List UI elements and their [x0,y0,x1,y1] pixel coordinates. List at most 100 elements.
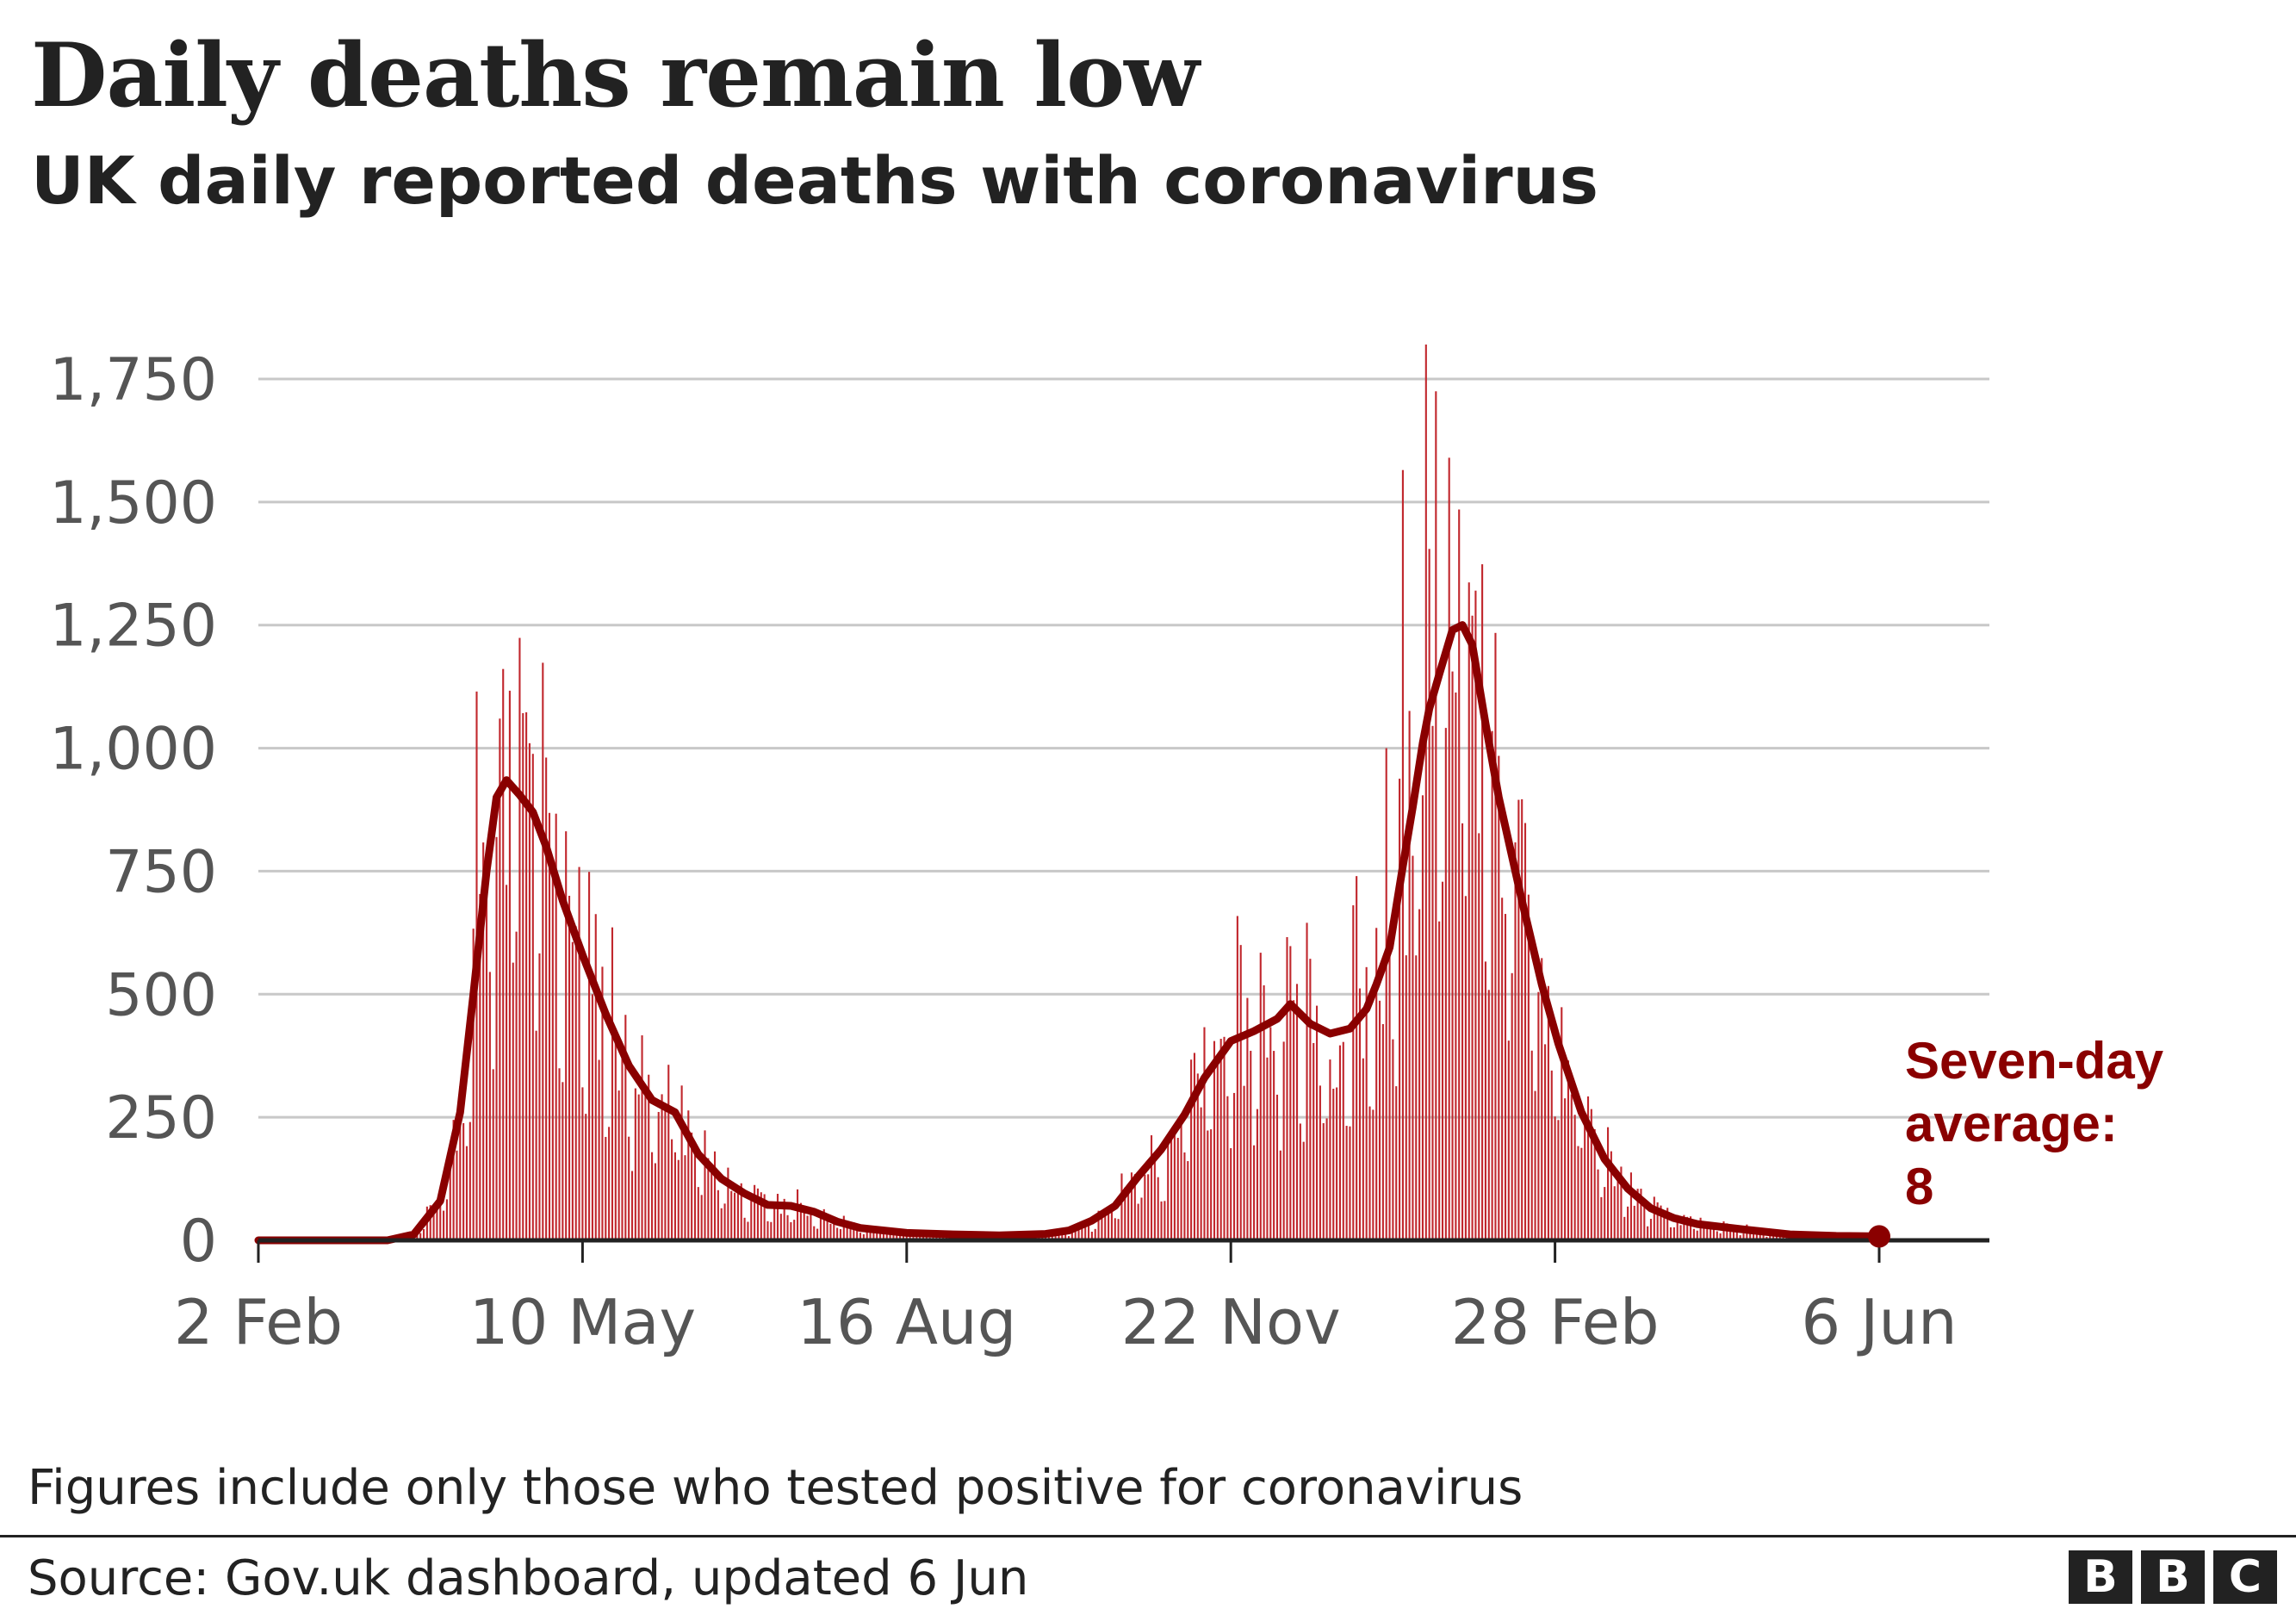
daily-bar [1573,1115,1576,1240]
daily-bar [1755,1231,1758,1240]
daily-bar [1703,1223,1705,1240]
daily-bar [750,1199,753,1240]
daily-bar [429,1205,431,1240]
daily-bar [1203,1027,1206,1240]
y-tick-label: 500 [105,961,217,1029]
daily-bar [711,1163,713,1240]
daily-bar [799,1202,802,1240]
daily-bar [806,1215,809,1240]
daily-bar [1498,755,1500,1240]
daily-bar [1530,1050,1533,1240]
daily-bar [1356,876,1358,1240]
daily-bar [1345,1126,1348,1240]
daily-bar [664,1106,667,1240]
source-line: Source: Gov.uk dashboard, updated 6 Jun [28,1550,1029,1606]
daily-bar [1246,997,1249,1240]
daily-bar [1140,1197,1143,1240]
daily-bar [611,927,614,1240]
daily-bar [1735,1230,1738,1240]
y-tick-label: 1,000 [49,716,217,784]
daily-bar [1094,1228,1096,1240]
daily-bar [684,1155,686,1240]
daily-bar [1362,1058,1364,1240]
y-tick-label: 1,500 [49,469,217,537]
daily-bar [1275,1094,1279,1240]
daily-bar [1706,1228,1709,1240]
daily-bar [462,1122,465,1240]
daily-bar [756,1188,760,1240]
daily-bar [1491,730,1493,1240]
logo-block: B [2141,1550,2205,1604]
daily-bar [1690,1216,1692,1240]
daily-bar [1306,922,1308,1240]
daily-bar [862,1233,865,1240]
daily-bar [872,1228,875,1240]
daily-bar [1200,1107,1202,1240]
daily-bar [1150,1135,1153,1240]
daily-bar [531,754,534,1240]
daily-bar [1259,953,1262,1240]
daily-bar [693,1141,697,1240]
daily-bar [449,1152,451,1240]
x-tick-label: 6 Jun [1801,1286,1957,1358]
daily-bar [673,1152,676,1240]
daily-bar [1299,1123,1301,1240]
daily-bar [1636,1189,1639,1240]
daily-bar [1269,1027,1272,1240]
daily-bar [1517,799,1520,1240]
daily-bar [1749,1232,1752,1240]
daily-bar [445,1199,448,1240]
daily-bar [1683,1214,1685,1240]
daily-bar [1368,1106,1371,1240]
daily-bar [822,1208,825,1240]
daily-bar [637,1094,640,1240]
annotation-line: average: [1905,1095,2118,1152]
daily-bar [790,1221,792,1240]
daily-bar [1696,1230,1698,1240]
daily-bar [1557,1120,1560,1240]
daily-bar [796,1189,799,1240]
daily-bar [1108,1213,1110,1240]
y-tick-label: 250 [105,1084,217,1152]
daily-bar [1640,1189,1642,1240]
seven-day-average-line [254,621,1883,1245]
daily-bar [859,1233,862,1240]
x-tick-label: 10 May [469,1286,696,1358]
daily-bar [1564,1098,1567,1240]
deaths-chart: 0 250 500 750 1,000 1,250 1,500 1,750 2 Feb 10 M… [49,345,2164,1358]
daily-bar [1547,985,1549,1240]
daily-bar [528,742,531,1240]
daily-bar [1504,914,1507,1240]
daily-bar [1590,1109,1592,1240]
daily-bar [1392,1039,1394,1240]
bbc-logo: B B C [2069,1550,2277,1604]
daily-bar [1282,1041,1285,1240]
daily-bar [1676,1214,1679,1240]
daily-bar [736,1191,739,1240]
daily-bar [763,1194,766,1240]
daily-bar [1586,1096,1590,1240]
daily-bar [1263,985,1265,1240]
daily-bar [1444,728,1447,1240]
daily-bar [518,637,521,1240]
daily-bar [1336,1087,1338,1240]
seven-day-average-annotation: Seven-day average: 8 [1905,1032,2164,1215]
daily-bar [1160,1201,1163,1240]
daily-bar [1759,1230,1761,1240]
daily-bar [1153,1159,1156,1240]
daily-bar [1415,955,1418,1240]
daily-bar [601,966,604,1240]
daily-bar [456,1150,458,1240]
daily-bar [522,712,524,1240]
daily-bar [720,1208,723,1240]
daily-bar [1322,1122,1325,1240]
y-tick-label: 750 [105,838,217,906]
daily-bar [506,885,508,1240]
daily-bar [621,1049,624,1240]
daily-bar [630,1171,634,1240]
daily-bar [760,1192,762,1240]
daily-bar [1501,898,1504,1240]
daily-bar [1521,798,1523,1240]
daily-bar [488,972,491,1240]
daily-bar [1266,1057,1269,1240]
